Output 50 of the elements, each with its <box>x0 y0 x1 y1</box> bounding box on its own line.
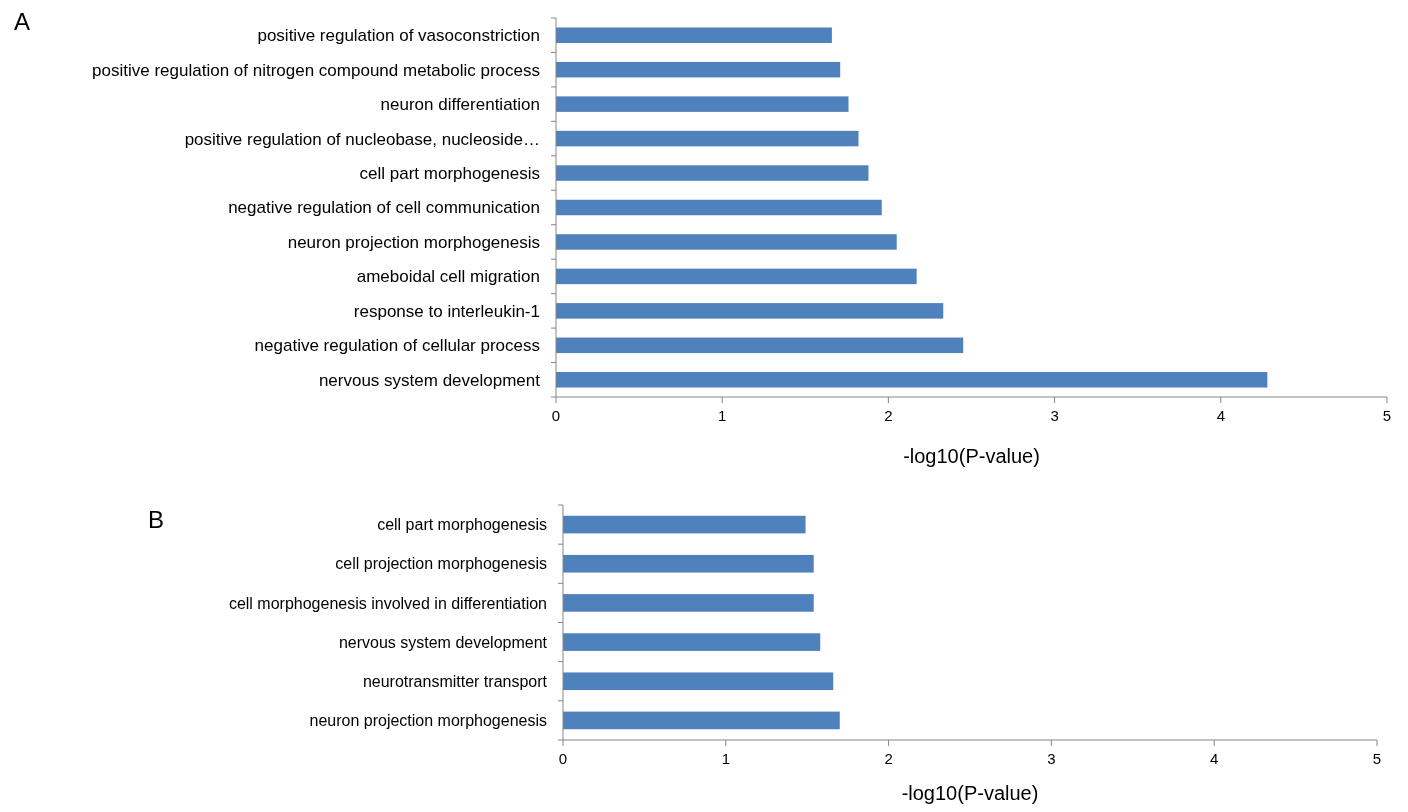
bar <box>556 372 1268 388</box>
x-tick-label: 1 <box>721 750 730 767</box>
y-tick-label: cell part morphogenesis <box>359 164 540 183</box>
y-tick-label: nervous system development <box>338 633 548 651</box>
x-tick-label: 2 <box>884 407 893 424</box>
bar <box>556 199 882 216</box>
x-tick-label: 1 <box>718 407 727 424</box>
x-tick-label: 5 <box>1382 407 1392 424</box>
x-tick-label: 0 <box>558 750 568 767</box>
x-axis-title: -log10(P-value) <box>901 782 1039 804</box>
x-tick-label: 2 <box>884 750 893 767</box>
bar <box>556 234 897 250</box>
y-tick-label: neuron differentiation <box>380 95 540 115</box>
bar <box>556 303 944 319</box>
x-tick-label: 3 <box>1050 407 1059 424</box>
y-tick-label: response to interleukin-1 <box>353 301 540 321</box>
y-tick-label: positive regulation of nucleobase, nucleoside… <box>184 129 540 149</box>
bar <box>556 27 832 43</box>
y-tick-label: positive regulation of vasoconstriction <box>257 26 540 46</box>
text: A <box>14 8 31 35</box>
bar <box>563 711 840 730</box>
y-tick-label: nervous system development <box>318 370 541 390</box>
bar <box>563 633 821 651</box>
y-tick-label: neurotransmitter transport <box>362 672 548 690</box>
y-tick-label: ameboidal cell migration <box>356 267 540 287</box>
x-tick-label: 5 <box>1372 750 1382 767</box>
bar <box>563 554 814 573</box>
y-tick-label: cell morphogenesis involved in differentiation <box>228 594 547 612</box>
x-axis-title: -log10(P-value) <box>903 445 1040 467</box>
text: B <box>148 506 165 533</box>
x-tick-label: 3 <box>1047 750 1056 767</box>
bar <box>556 165 869 181</box>
bar <box>563 515 806 534</box>
bar <box>556 130 859 147</box>
y-tick-label: neuron projection morphogenesis <box>287 232 540 252</box>
x-tick-label: 4 <box>1210 750 1219 767</box>
y-tick-label: cell projection morphogenesis <box>335 555 547 573</box>
y-tick-label: cell part morphogenesis <box>377 516 547 534</box>
y-tick-label: negative regulation of cell communication <box>228 198 540 218</box>
bar <box>563 594 814 612</box>
y-tick-label: negative regulation of cellular process <box>254 336 540 356</box>
bar <box>556 96 849 112</box>
bar <box>556 268 917 285</box>
x-tick-label: 0 <box>551 407 561 424</box>
bar <box>556 61 841 78</box>
y-tick-label: positive regulation of nitrogen compound metabolic process <box>92 60 540 80</box>
bar <box>556 337 964 354</box>
bar <box>563 672 834 691</box>
x-tick-label: 4 <box>1216 407 1225 424</box>
y-tick-label: neuron projection morphogenesis <box>309 712 547 730</box>
